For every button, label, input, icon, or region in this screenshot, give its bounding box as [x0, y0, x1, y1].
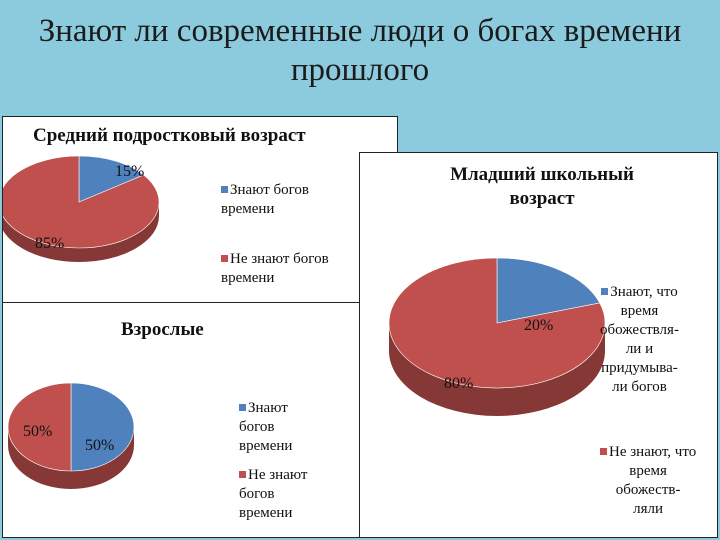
junior-legend-red-text: Не знают, что время обожеств- ляли [609, 444, 697, 517]
junior-label-red: 80% [444, 375, 474, 392]
legend-swatch-blue [601, 288, 609, 295]
adult-slice-0 [70, 382, 135, 472]
teen-label-blue: 15% [115, 163, 145, 180]
teen-pie-side [3, 202, 159, 262]
junior-chart-panel: Младший школьный возраст 20% 80% Знают, … [359, 152, 718, 538]
adult-label-red: 50% [23, 423, 53, 440]
adult-label-blue: 50% [85, 437, 115, 454]
junior-legend-blue-text: Знают, что время обожествля- ли и придум… [600, 284, 679, 395]
legend-swatch-red [600, 448, 607, 455]
adult-chart-panel: Взрослые 50% 50% Знают богов времени Не … [2, 302, 362, 538]
adult-legend-red: Не знают богов времени [239, 466, 307, 523]
teen-legend-red: Не знают богов времени [221, 250, 329, 288]
adult-legend-blue-text: Знают богов времени [239, 400, 293, 454]
junior-chart-title: Младший школьный возраст [422, 163, 662, 211]
legend-swatch-red [221, 255, 228, 262]
teen-legend-blue: Знают богов времени [221, 181, 309, 219]
junior-label-blue: 20% [524, 317, 554, 334]
junior-legend-blue: Знают, что время обожествля- ли и придум… [600, 283, 679, 397]
adult-pie-chart [7, 382, 135, 489]
legend-swatch-red [239, 471, 246, 478]
junior-slice-1 [388, 257, 606, 389]
legend-swatch-blue [239, 404, 246, 411]
teen-label-red: 85% [35, 235, 65, 252]
teen-legend-blue-text: Знают богов времени [221, 182, 310, 217]
teen-pie-chart [3, 155, 160, 262]
page-title: Знают ли современные люди о богах времен… [38, 13, 682, 88]
junior-pie-side [389, 323, 605, 416]
teen-slice-1 [3, 155, 160, 249]
adult-legend-blue: Знают богов времени [239, 399, 292, 456]
junior-chart-title-text: Младший школьный возраст [450, 164, 634, 209]
junior-pie-chart [388, 257, 606, 416]
teen-chart-title: Средний подростковый возраст [33, 125, 306, 146]
adult-legend-red-text: Не знают богов времени [239, 467, 308, 521]
teen-chart-panel: Средний подростковый возраст 15% 85% Зна… [2, 116, 398, 303]
adult-slice-1 [7, 382, 72, 472]
junior-legend-red: Не знают, что время обожеств- ляли [600, 443, 696, 519]
adult-chart-title: Взрослые [121, 319, 204, 340]
teen-legend-red-text: Не знают богов времени [221, 251, 329, 286]
junior-slice-0 [496, 257, 601, 324]
teen-slice-0 [78, 155, 145, 203]
adult-pie-side [8, 427, 134, 489]
legend-swatch-blue [221, 186, 228, 193]
